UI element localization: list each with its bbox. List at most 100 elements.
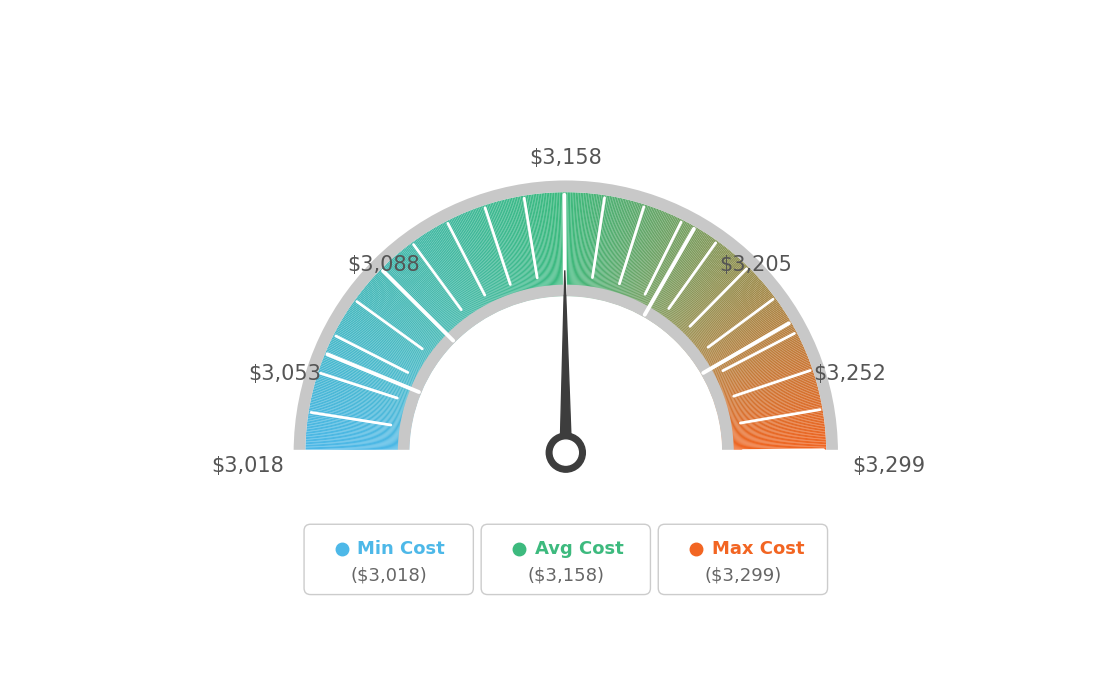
Wedge shape — [439, 224, 490, 316]
Wedge shape — [354, 299, 439, 362]
Wedge shape — [580, 193, 591, 297]
Wedge shape — [486, 204, 519, 304]
Wedge shape — [620, 208, 659, 306]
Wedge shape — [307, 420, 411, 434]
Wedge shape — [660, 245, 724, 328]
Wedge shape — [570, 193, 574, 297]
Wedge shape — [650, 234, 708, 322]
Wedge shape — [400, 251, 467, 332]
Wedge shape — [624, 211, 665, 308]
Wedge shape — [721, 417, 824, 432]
Wedge shape — [634, 217, 680, 312]
Wedge shape — [512, 197, 534, 299]
Wedge shape — [558, 193, 562, 297]
Wedge shape — [711, 358, 809, 397]
Wedge shape — [602, 199, 627, 301]
Wedge shape — [633, 217, 678, 312]
Wedge shape — [338, 326, 429, 377]
Wedge shape — [722, 438, 826, 445]
Wedge shape — [389, 261, 460, 338]
Wedge shape — [619, 208, 657, 306]
Wedge shape — [658, 242, 720, 327]
Wedge shape — [544, 193, 554, 297]
Wedge shape — [722, 451, 826, 453]
Wedge shape — [546, 193, 555, 297]
Wedge shape — [556, 193, 561, 297]
Wedge shape — [713, 368, 813, 402]
Text: $3,018: $3,018 — [212, 455, 285, 475]
Wedge shape — [705, 336, 799, 384]
Wedge shape — [692, 299, 777, 362]
Wedge shape — [630, 215, 676, 310]
Wedge shape — [612, 204, 644, 304]
Wedge shape — [361, 290, 444, 356]
Wedge shape — [709, 349, 806, 391]
Wedge shape — [321, 363, 420, 400]
Wedge shape — [382, 267, 456, 342]
Wedge shape — [678, 270, 753, 344]
Wedge shape — [693, 302, 779, 363]
Wedge shape — [357, 297, 440, 360]
Wedge shape — [703, 330, 796, 380]
Wedge shape — [714, 371, 814, 404]
Wedge shape — [722, 433, 826, 442]
Wedge shape — [554, 193, 560, 297]
Wedge shape — [657, 241, 719, 326]
Wedge shape — [380, 270, 455, 344]
Wedge shape — [626, 213, 668, 309]
Wedge shape — [520, 196, 540, 299]
Wedge shape — [698, 313, 786, 370]
Wedge shape — [333, 335, 426, 382]
Wedge shape — [720, 408, 822, 427]
Wedge shape — [694, 305, 782, 365]
Text: $3,205: $3,205 — [720, 255, 793, 275]
Wedge shape — [374, 275, 452, 347]
Wedge shape — [316, 377, 416, 408]
Wedge shape — [365, 286, 446, 353]
Wedge shape — [442, 223, 492, 315]
Wedge shape — [393, 256, 464, 335]
Wedge shape — [690, 295, 774, 358]
Wedge shape — [350, 305, 437, 365]
Wedge shape — [583, 194, 595, 297]
Wedge shape — [608, 202, 638, 303]
Wedge shape — [386, 263, 459, 339]
Wedge shape — [604, 200, 630, 302]
Wedge shape — [479, 206, 514, 305]
Wedge shape — [574, 193, 581, 297]
Wedge shape — [693, 301, 778, 362]
Wedge shape — [708, 343, 803, 388]
Wedge shape — [329, 343, 424, 388]
Wedge shape — [714, 374, 815, 406]
Wedge shape — [638, 222, 689, 315]
Wedge shape — [336, 330, 428, 380]
Wedge shape — [414, 240, 476, 326]
Wedge shape — [599, 199, 624, 300]
Wedge shape — [668, 256, 739, 335]
Wedge shape — [327, 348, 423, 391]
Wedge shape — [529, 195, 544, 298]
Wedge shape — [697, 309, 784, 367]
Wedge shape — [596, 197, 618, 299]
Wedge shape — [405, 247, 470, 330]
Wedge shape — [455, 216, 500, 311]
Wedge shape — [318, 371, 417, 404]
Wedge shape — [629, 215, 672, 310]
Wedge shape — [388, 262, 459, 339]
Wedge shape — [328, 346, 423, 390]
Wedge shape — [425, 233, 482, 322]
Wedge shape — [721, 415, 824, 431]
Wedge shape — [656, 239, 716, 325]
Wedge shape — [720, 404, 822, 424]
Text: $3,299: $3,299 — [852, 455, 925, 475]
Wedge shape — [651, 235, 710, 322]
Wedge shape — [691, 297, 775, 360]
Wedge shape — [622, 209, 660, 307]
Wedge shape — [634, 218, 681, 313]
Wedge shape — [309, 406, 412, 425]
Wedge shape — [582, 193, 594, 297]
Wedge shape — [623, 210, 661, 307]
Wedge shape — [644, 227, 697, 317]
Wedge shape — [722, 431, 826, 441]
Wedge shape — [560, 193, 563, 297]
